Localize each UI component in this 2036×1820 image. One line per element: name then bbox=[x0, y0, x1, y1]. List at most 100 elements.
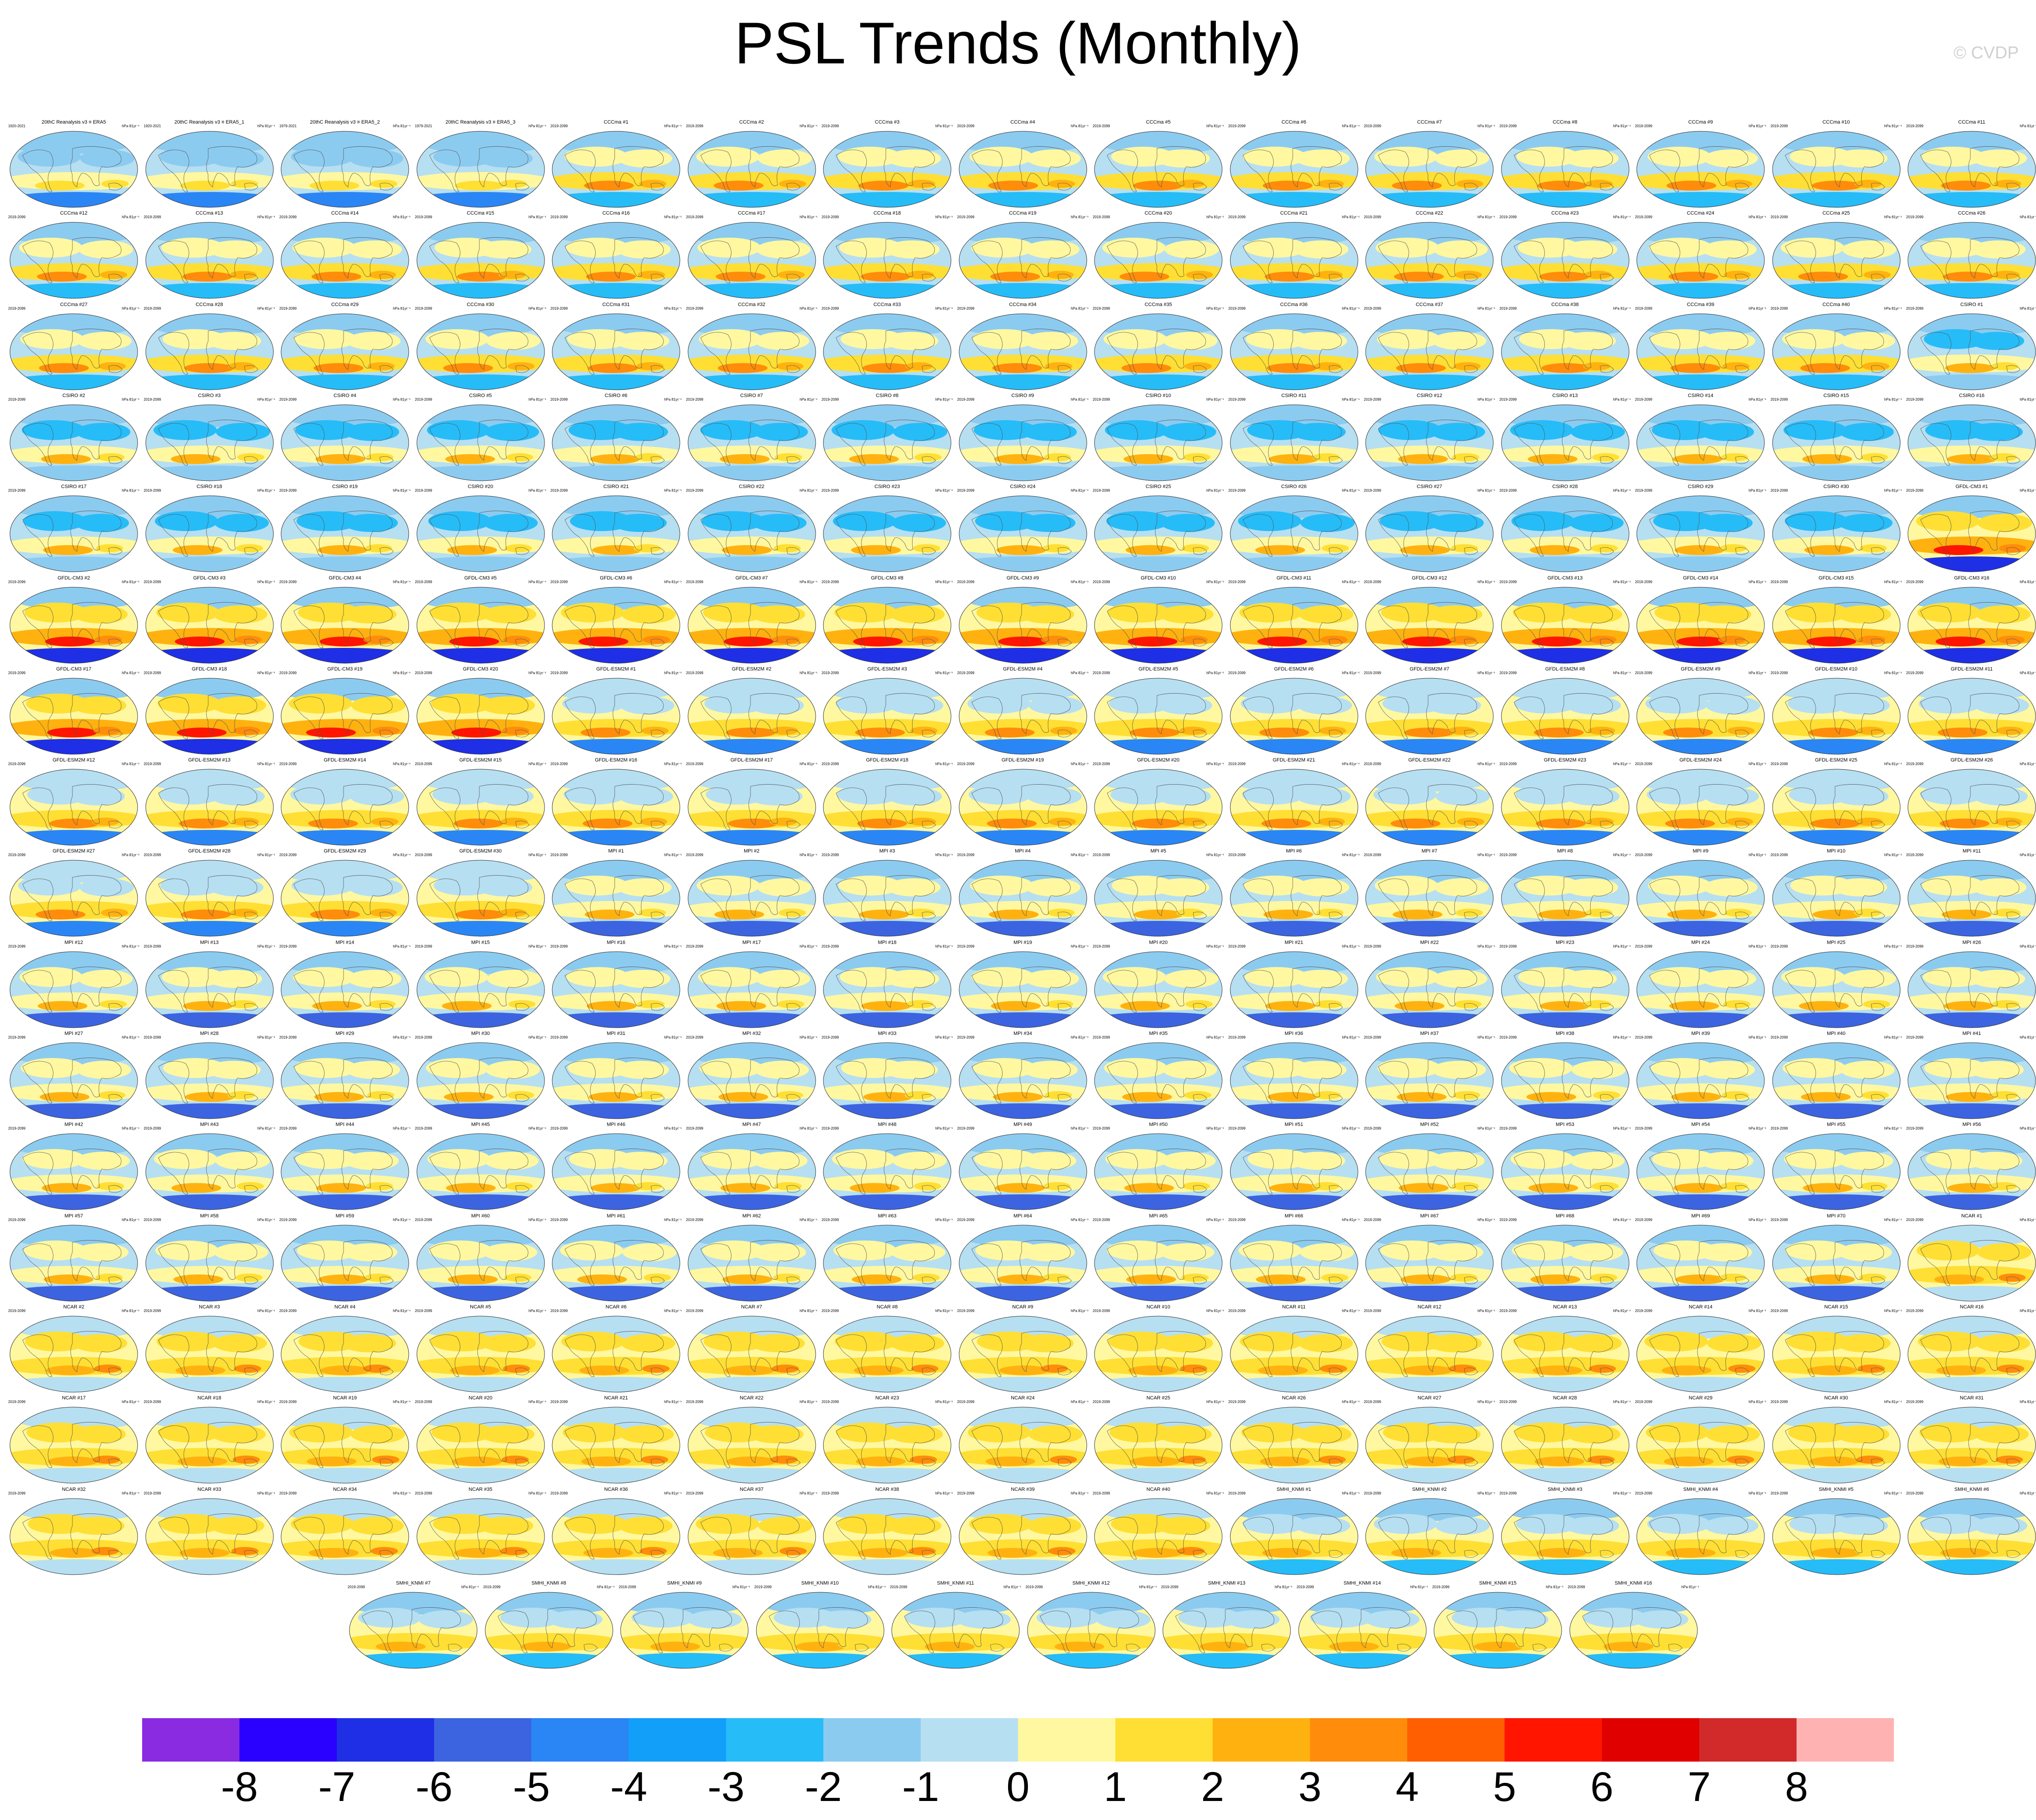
panel-units: hPa 81yr⁻¹ bbox=[393, 1308, 411, 1313]
north-atlantic-region bbox=[1025, 240, 1080, 259]
southern-high-core bbox=[320, 1365, 370, 1375]
trend-field bbox=[281, 404, 409, 481]
map-panel: GFDL-CM3 #18 2019-2099 hPa 81yr⁻¹ bbox=[142, 666, 277, 756]
southern-high-core bbox=[448, 1274, 498, 1284]
southern-ocean-band bbox=[1094, 1376, 1222, 1392]
southern-ocean-band bbox=[1230, 1559, 1358, 1575]
indian-ocean-core bbox=[228, 362, 255, 370]
indian-ocean-core bbox=[634, 544, 661, 553]
trend-map bbox=[688, 860, 816, 937]
panel-title: SMHI_KNMI #14 bbox=[1343, 1580, 1381, 1586]
southern-ocean-band bbox=[959, 1285, 1087, 1301]
panel-units: hPa 81yr⁻¹ bbox=[528, 215, 546, 220]
trend-field bbox=[1230, 678, 1358, 754]
indian-ocean-core bbox=[978, 1640, 1005, 1649]
panel-units: hPa 81yr⁻¹ bbox=[935, 853, 953, 857]
panel-period: 2019-2099 bbox=[550, 762, 568, 766]
indian-ocean-core bbox=[1178, 818, 1205, 826]
southern-ocean-band bbox=[10, 1376, 138, 1392]
panel-period: 2019-2099 bbox=[957, 853, 975, 857]
panel-units: hPa 81yr⁻¹ bbox=[1342, 124, 1360, 128]
map-panel: CCCma #29 2019-2099 hPa 81yr⁻¹ bbox=[277, 301, 412, 392]
panel-title: CSIRO #27 bbox=[1416, 484, 1443, 490]
panel-title: CCCma #38 bbox=[1551, 302, 1579, 307]
north-atlantic-region bbox=[79, 878, 134, 897]
map-panel: GFDL-ESM2M #29 2019-2099 hPa 81yr⁻¹ bbox=[277, 848, 412, 938]
indian-ocean-core bbox=[234, 1364, 261, 1373]
southern-high-core bbox=[584, 910, 635, 920]
panel-units: hPa 81yr⁻¹ bbox=[1884, 944, 1902, 948]
panel-period: 2019-2099 bbox=[957, 762, 975, 766]
panel-period: 2019-2099 bbox=[1093, 397, 1110, 402]
panel-period: 2019-2099 bbox=[1635, 853, 1653, 857]
north-atlantic-region bbox=[1028, 1425, 1083, 1444]
southern-ocean-band bbox=[1094, 1194, 1222, 1210]
trend-field bbox=[1366, 222, 1493, 299]
trend-field bbox=[349, 1592, 477, 1668]
map-panel: MPI #41 2019-2099 hPa 81yr⁻¹ bbox=[1904, 1030, 2036, 1121]
panel-units: hPa 81yr⁻¹ bbox=[664, 1126, 682, 1131]
map-panel: CSIRO #17 2019-2099 hPa 81yr⁻¹ bbox=[6, 483, 141, 574]
trend-map bbox=[1772, 404, 1900, 481]
trend-map bbox=[823, 1042, 951, 1119]
map-panel: CCCma #14 2019-2099 hPa 81yr⁻¹ bbox=[277, 210, 412, 300]
panel-units: hPa 81yr⁻¹ bbox=[1206, 397, 1224, 402]
map-panel: GFDL-ESM2M #20 2019-2099 hPa 81yr⁻¹ bbox=[1091, 757, 1226, 847]
map-panel: CSIRO #5 2019-2099 hPa 81yr⁻¹ bbox=[413, 392, 548, 483]
panel-period: 2019-2099 bbox=[348, 1585, 365, 1589]
panel-units: hPa 81yr⁻¹ bbox=[732, 1585, 750, 1589]
indian-ocean-core bbox=[1316, 909, 1343, 917]
trend-field bbox=[1094, 222, 1222, 299]
coastline bbox=[293, 328, 394, 374]
southern-high-core bbox=[1934, 1274, 1984, 1284]
north-atlantic-region bbox=[73, 605, 128, 623]
panel-title: CSIRO #12 bbox=[1416, 393, 1443, 398]
indian-ocean-core bbox=[508, 1000, 535, 1008]
southern-high-core bbox=[41, 454, 91, 464]
north-atlantic-region bbox=[1701, 331, 1755, 350]
north-atlantic-region bbox=[344, 1152, 399, 1170]
map-panel: MPI #20 2019-2099 hPa 81yr⁻¹ bbox=[1091, 939, 1226, 1030]
southern-high-core bbox=[851, 545, 901, 556]
north-atlantic-region bbox=[349, 787, 404, 806]
north-pacific-region bbox=[1242, 785, 1305, 805]
map-panel: MPI #52 2019-2099 hPa 81yr⁻¹ bbox=[1362, 1121, 1497, 1212]
southern-ocean-band bbox=[823, 465, 951, 481]
north-atlantic-region bbox=[350, 1425, 405, 1444]
coastline bbox=[429, 237, 530, 283]
map-panel: MPI #48 2019-2099 hPa 81yr⁻¹ bbox=[820, 1121, 955, 1212]
southern-ocean-band bbox=[10, 1103, 138, 1119]
panel-title: MPI #32 bbox=[742, 1031, 761, 1036]
north-pacific-region bbox=[1924, 329, 1988, 349]
colorbar-swatch bbox=[1505, 1718, 1602, 1762]
coastline bbox=[564, 328, 665, 374]
southern-ocean-band bbox=[1637, 647, 1764, 663]
southern-high-core bbox=[451, 727, 501, 738]
map-panel: CSIRO #10 2019-2099 hPa 81yr⁻¹ bbox=[1091, 392, 1226, 483]
trend-field bbox=[552, 313, 680, 390]
southern-ocean-band bbox=[281, 1468, 409, 1484]
southern-ocean-band bbox=[823, 1285, 951, 1301]
coastline bbox=[22, 146, 123, 192]
southern-ocean-band bbox=[1501, 1103, 1629, 1119]
trend-field bbox=[281, 1225, 409, 1301]
coastline bbox=[1107, 146, 1207, 192]
trend-map bbox=[416, 587, 545, 663]
panel-units: hPa 81yr⁻¹ bbox=[1275, 1585, 1292, 1589]
southern-high-core bbox=[1133, 181, 1183, 191]
indian-ocean-core bbox=[94, 1364, 122, 1373]
map-panel: CSIRO #11 2019-2099 hPa 81yr⁻¹ bbox=[1227, 392, 1362, 483]
map-panel: GFDL-CM3 #4 2019-2099 hPa 81yr⁻¹ bbox=[277, 575, 412, 665]
trend-field bbox=[1501, 1316, 1629, 1392]
trend-map bbox=[959, 404, 1087, 481]
north-pacific-region bbox=[967, 693, 1031, 714]
panel-units: hPa 81yr⁻¹ bbox=[257, 1400, 275, 1404]
north-atlantic-region bbox=[1970, 969, 2025, 988]
trend-map bbox=[1230, 951, 1358, 1028]
southern-high-core bbox=[376, 1641, 426, 1652]
map-panel: MPI #25 2019-2099 hPa 81yr⁻¹ bbox=[1769, 939, 1904, 1030]
southern-ocean-band bbox=[1094, 921, 1222, 937]
indian-ocean-core bbox=[1048, 818, 1076, 826]
southern-ocean-band bbox=[1772, 1468, 1900, 1484]
north-pacific-region bbox=[1105, 1149, 1169, 1169]
